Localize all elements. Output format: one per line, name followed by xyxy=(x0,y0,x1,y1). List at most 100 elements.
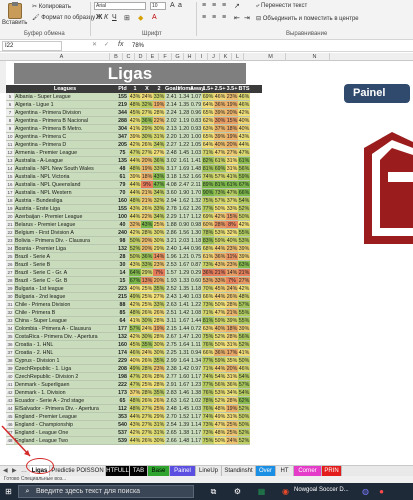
stat-cell[interactable]: 48% xyxy=(129,197,141,205)
stat-cell[interactable]: 18% xyxy=(226,125,238,133)
stat-cell[interactable]: 71% xyxy=(202,365,214,373)
sheet-tab[interactable]: TAB xyxy=(130,466,148,476)
stat-cell[interactable]: 2.14 xyxy=(165,101,178,109)
stat-cell[interactable]: 25% xyxy=(141,285,153,293)
stat-cell[interactable]: 2.47 xyxy=(178,181,190,189)
stat-cell[interactable]: 30 xyxy=(116,261,129,269)
stat-cell[interactable]: 42% xyxy=(238,109,250,117)
league-name-cell[interactable]: Brazil - Serie C - Gr. B xyxy=(14,277,116,285)
stat-cell[interactable]: 26% xyxy=(141,397,153,405)
stat-cell[interactable]: 30% xyxy=(141,333,153,341)
stat-cell[interactable]: 31% xyxy=(153,421,165,429)
stat-cell[interactable]: 4.08 xyxy=(165,181,178,189)
stat-cell[interactable]: 36% xyxy=(153,157,165,165)
stat-cell[interactable]: 31% xyxy=(226,157,238,165)
stat-cell[interactable]: 30% xyxy=(141,317,153,325)
table-row[interactable]: 39 CzechRepublic - 1. Liga 208 49% 28% 23% 2.3… xyxy=(6,365,262,373)
row-number[interactable]: 23 xyxy=(6,237,14,245)
stat-cell[interactable]: 155 xyxy=(116,93,129,101)
table-row[interactable]: 26 Brazil - Serie B 30 43% 33% 23% 2.53 1.67 0.8… xyxy=(6,261,262,269)
stat-cell[interactable]: 47% xyxy=(129,149,141,157)
row-number[interactable]: 25 xyxy=(6,253,14,261)
stat-cell[interactable]: 20% xyxy=(141,157,153,165)
stat-cell[interactable]: 17% xyxy=(226,349,238,357)
table-row[interactable]: 48 England - League Two 539 44% 26% 30% 2.66 1.… xyxy=(6,437,262,445)
stat-cell[interactable]: 27% xyxy=(238,277,250,285)
row-number[interactable]: 34 xyxy=(6,325,14,333)
league-name-cell[interactable]: Denmark - Superligaen xyxy=(14,381,116,389)
stat-cell[interactable]: 61 xyxy=(116,173,129,181)
row-number[interactable]: 11 xyxy=(6,141,14,149)
table-row[interactable]: 41 Denmark - Superligaen 222 47% 25% 28% 2.91 1… xyxy=(6,381,262,389)
stat-cell[interactable]: 33% xyxy=(214,277,226,285)
stat-cell[interactable]: 56% xyxy=(238,333,250,341)
stat-cell[interactable]: 50% xyxy=(238,413,250,421)
stat-cell[interactable]: 54% xyxy=(214,373,226,381)
stat-cell[interactable]: 155 xyxy=(116,205,129,213)
stat-cell[interactable]: 1.57 xyxy=(165,269,178,277)
stat-cell[interactable]: 1.90 xyxy=(178,189,190,197)
stat-cell[interactable]: 2.51 xyxy=(165,309,178,317)
row-number[interactable]: 26 xyxy=(6,261,14,269)
stat-cell[interactable]: 19% xyxy=(226,405,238,413)
stat-cell[interactable]: 174 xyxy=(116,349,129,357)
stat-cell[interactable]: 1.14 xyxy=(190,421,202,429)
stat-cell[interactable]: 37% xyxy=(129,389,141,397)
stat-cell[interactable]: 2.02 xyxy=(165,117,178,125)
stat-cell[interactable]: 198 xyxy=(116,373,129,381)
stat-cell[interactable]: 46% xyxy=(238,93,250,101)
stat-cell[interactable]: 90% xyxy=(202,189,214,197)
stat-cell[interactable]: 48 xyxy=(116,165,129,173)
stat-cell[interactable]: 77% xyxy=(202,357,214,365)
stat-cell[interactable]: 1.48 xyxy=(190,165,202,173)
stat-cell[interactable]: 44% xyxy=(129,213,141,221)
stat-cell[interactable]: 2.75 xyxy=(165,341,178,349)
stat-cell[interactable]: 2.13 xyxy=(165,125,178,133)
stat-cell[interactable]: 30% xyxy=(153,229,165,237)
league-name-cell[interactable]: Colombia - Primera A - Clausura xyxy=(14,325,116,333)
row-number[interactable]: 37 xyxy=(6,349,14,357)
indent-icon[interactable]: ⇤ xyxy=(234,15,240,22)
stat-cell[interactable]: 2.63 xyxy=(165,397,178,405)
row-number[interactable]: 16 xyxy=(6,181,14,189)
stat-cell[interactable]: 21% xyxy=(214,269,226,277)
stat-cell[interactable]: 2.48 xyxy=(165,405,178,413)
stat-cell[interactable]: 39% xyxy=(129,133,141,141)
row-number[interactable]: 30 xyxy=(6,293,14,301)
stat-cell[interactable]: 27% xyxy=(153,149,165,157)
row-number[interactable]: 13 xyxy=(6,157,14,165)
league-name-cell[interactable]: Chile - Primera Division xyxy=(14,301,116,309)
stat-cell[interactable]: 34% xyxy=(226,389,238,397)
stat-cell[interactable]: 48% xyxy=(129,405,141,413)
stat-cell[interactable]: 28% xyxy=(226,301,238,309)
stat-cell[interactable]: 1.07 xyxy=(190,93,202,101)
stat-cell[interactable]: 1.67 xyxy=(178,317,190,325)
sheet-tab[interactable]: Corner xyxy=(294,466,322,476)
row-number[interactable]: 33 xyxy=(6,317,14,325)
stat-cell[interactable]: 0.97 xyxy=(190,365,202,373)
stat-cell[interactable]: 1.41 xyxy=(190,157,202,165)
stat-cell[interactable]: 85 xyxy=(116,309,129,317)
stat-cell[interactable]: 57% xyxy=(214,197,226,205)
stat-cell[interactable]: 1.38 xyxy=(190,389,202,397)
stat-cell[interactable]: 48% xyxy=(129,397,141,405)
stat-cell[interactable]: 15% xyxy=(226,213,238,221)
stat-cell[interactable]: 74% xyxy=(202,413,214,421)
task-view-icon[interactable]: ⧉ xyxy=(210,487,217,496)
stat-cell[interactable]: 30% xyxy=(153,349,165,357)
stat-cell[interactable]: 64% xyxy=(202,141,214,149)
stat-cell[interactable]: 28% xyxy=(226,397,238,405)
stat-cell[interactable]: 0.29 xyxy=(190,269,202,277)
stat-cell[interactable]: 1.17 xyxy=(190,429,202,437)
stat-cell[interactable]: 19% xyxy=(226,133,238,141)
stat-cell[interactable]: 13% xyxy=(141,277,153,285)
stat-cell[interactable]: 36% xyxy=(214,349,226,357)
stat-cell[interactable]: 347 xyxy=(116,133,129,141)
stat-cell[interactable]: 1.40 xyxy=(178,293,190,301)
table-row[interactable]: 27 Brazil - Serie C - Gr. A 14 64% 29% 7% 1.57… xyxy=(6,269,262,277)
stat-cell[interactable]: 1.02 xyxy=(190,397,202,405)
league-name-cell[interactable]: Argentina - Primera C xyxy=(14,133,116,141)
stat-cell[interactable]: 20% xyxy=(226,365,238,373)
stat-cell[interactable]: 23% xyxy=(226,245,238,253)
stat-cell[interactable]: 2.78 xyxy=(165,205,178,213)
